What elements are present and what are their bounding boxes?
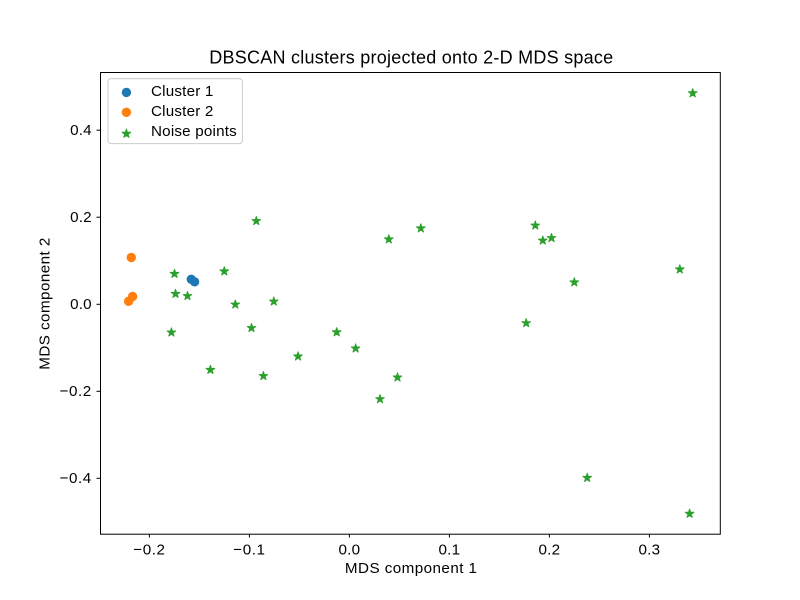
svg-text:0.2: 0.2 xyxy=(539,542,561,559)
svg-text:−0.2: −0.2 xyxy=(133,542,165,559)
svg-text:−0.1: −0.1 xyxy=(233,542,265,559)
svg-text:0.1: 0.1 xyxy=(439,542,461,559)
svg-text:DBSCAN clusters projected onto: DBSCAN clusters projected onto 2-D MDS s… xyxy=(209,48,613,68)
svg-text:Cluster 1: Cluster 1 xyxy=(151,83,214,100)
svg-text:Noise points: Noise points xyxy=(151,123,237,140)
svg-text:Cluster 2: Cluster 2 xyxy=(151,103,214,120)
svg-text:MDS component 2: MDS component 2 xyxy=(36,237,53,370)
svg-text:0.0: 0.0 xyxy=(70,296,92,313)
svg-text:0.3: 0.3 xyxy=(639,542,661,559)
svg-text:MDS component 1: MDS component 1 xyxy=(345,560,478,577)
svg-text:−0.4: −0.4 xyxy=(60,470,92,487)
svg-text:0.0: 0.0 xyxy=(339,542,361,559)
svg-text:−0.2: −0.2 xyxy=(60,383,92,400)
svg-text:0.4: 0.4 xyxy=(70,122,92,139)
svg-text:0.2: 0.2 xyxy=(70,209,92,226)
